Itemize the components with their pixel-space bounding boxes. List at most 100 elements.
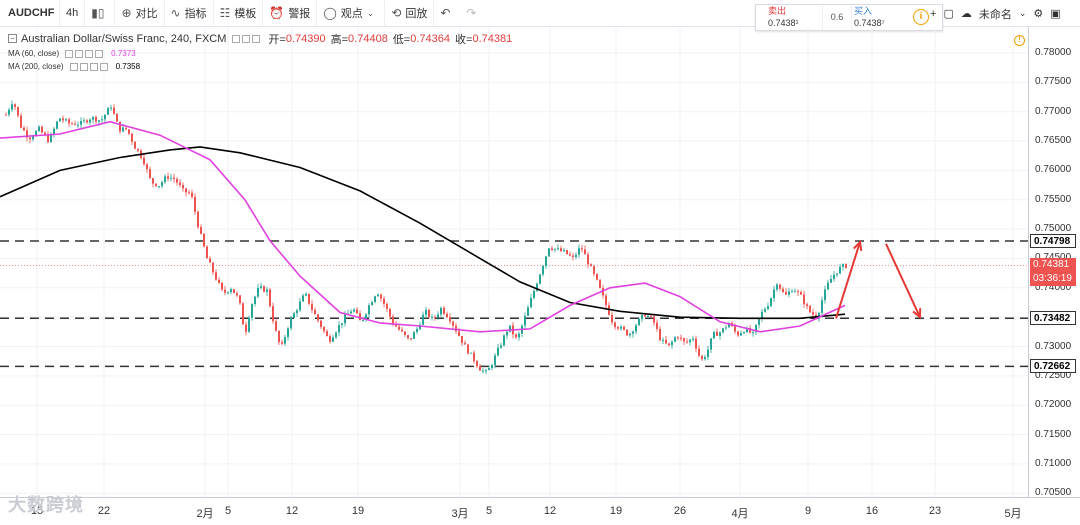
replay-icon: ⟲ — [391, 6, 402, 20]
alert-circle-icon[interactable]: ! — [1014, 35, 1025, 46]
candle-body — [437, 314, 439, 318]
templates-button[interactable]: ☷ 模板 — [214, 0, 264, 27]
layout-name[interactable]: 未命名 — [978, 8, 1012, 21]
candle-body — [215, 272, 217, 280]
buy-button[interactable]: 买入 0.7438⁷ — [852, 5, 912, 30]
candle-body — [524, 315, 526, 326]
ma60-buttons[interactable] — [65, 49, 105, 58]
candle-body — [302, 295, 304, 302]
fullscreen-icon[interactable]: ▢ — [943, 8, 954, 20]
candle-body — [305, 293, 307, 296]
symbol-search[interactable]: AUDCHF — [0, 0, 60, 27]
candle-body — [752, 332, 754, 334]
timeframe-label: 4h — [66, 7, 79, 19]
candle-body — [83, 120, 85, 122]
candle-body — [503, 335, 505, 346]
candle-body — [386, 303, 388, 309]
candle-body — [389, 308, 391, 317]
time-label: 3月 — [451, 508, 469, 520]
candle-body — [392, 316, 394, 325]
collapse-icon[interactable]: − — [8, 34, 17, 43]
cloud-icon[interactable]: ☁ — [960, 8, 972, 20]
candle-body — [155, 183, 157, 187]
price-axis[interactable]: 0.78000 0.77500 0.77000 0.76500 0.76000 0.755… — [1028, 27, 1080, 498]
candle-body — [221, 282, 223, 290]
candles-icon: ▮▯ — [91, 6, 105, 20]
candle-body — [275, 321, 277, 331]
candle-body — [38, 126, 40, 132]
indicators-button[interactable]: ∿ 指标 — [165, 0, 214, 27]
undo-button[interactable]: ↶ — [434, 0, 460, 27]
price-label: 0.77500 — [1035, 76, 1072, 88]
candle-body — [74, 123, 76, 125]
candle-body — [842, 264, 844, 267]
candle-body — [188, 192, 190, 194]
candle-body — [491, 365, 493, 369]
candle-body — [65, 119, 67, 121]
candle-body — [539, 274, 541, 284]
candle-body — [107, 108, 109, 115]
candle-body — [314, 309, 316, 315]
candle-body — [44, 132, 46, 135]
compare-button[interactable]: ⊕ 对比 — [115, 0, 165, 27]
candle-body — [494, 355, 496, 366]
lightbulb-icon: ◯ — [323, 6, 337, 20]
candle-body — [158, 186, 160, 188]
plus-icon[interactable]: + — [930, 7, 937, 20]
candle-body — [197, 211, 199, 228]
candle-body — [548, 248, 550, 257]
ideas-button[interactable]: ◯ 观点 ⌄ — [317, 0, 386, 27]
candle-body — [626, 329, 628, 336]
ma60-row: MA (60, close) 0.7373 — [8, 47, 517, 60]
candle-body — [350, 311, 352, 314]
price-label: 0.73000 — [1035, 340, 1072, 352]
candle-body — [704, 357, 706, 360]
indicators-icon: ∿ — [170, 6, 181, 20]
info-icon[interactable]: i — [913, 9, 929, 25]
candle-body — [17, 107, 19, 116]
legend-title: Australian Dollar/Swiss Franc, 240, FXCM — [21, 32, 227, 45]
open-value: 0.74390 — [285, 32, 326, 45]
candle-body — [794, 291, 796, 293]
time-label: 19 — [609, 505, 623, 517]
candle-body — [344, 314, 346, 324]
camera-icon[interactable]: ▣ — [1050, 8, 1061, 20]
chart-type-button[interactable]: ▮▯ — [85, 0, 116, 27]
time-label: 5月 — [1004, 508, 1022, 520]
candle-body — [254, 296, 256, 305]
candle-body — [770, 298, 772, 307]
arrow-head — [853, 239, 863, 252]
candle-body — [554, 248, 556, 250]
candle-body — [293, 313, 295, 319]
candle-body — [455, 325, 457, 332]
arrow-shaft — [885, 243, 921, 318]
ma200-line — [0, 146, 846, 320]
candle-body — [500, 345, 502, 348]
price-chart[interactable] — [0, 0, 1028, 497]
candle-body — [32, 136, 34, 140]
candle-body — [41, 126, 43, 133]
ma60-line — [0, 120, 846, 333]
time-label: 5 — [485, 505, 493, 517]
redo-button[interactable]: ↷ — [460, 0, 486, 27]
ma200-buttons[interactable] — [69, 62, 110, 71]
time-label: 23 — [928, 505, 942, 517]
gear-icon[interactable]: ⚙ — [1033, 8, 1044, 20]
candle-body — [716, 331, 718, 336]
candle-body — [335, 332, 337, 338]
sell-button[interactable]: 卖出 0.7438¹ — [756, 5, 822, 30]
legend-buttons[interactable] — [232, 34, 262, 43]
timeframe-button[interactable]: 4h — [60, 0, 86, 27]
candle-body — [338, 325, 340, 333]
candle-body — [641, 315, 643, 319]
candle-body — [830, 278, 832, 283]
chevron-down-icon[interactable]: ⌄ — [1018, 8, 1027, 18]
candle-body — [479, 366, 481, 371]
time-axis[interactable]: 15 22 2月 5 12 19 3月 5 12 19 26 4月 9 16 23 5月 — [0, 497, 1080, 525]
candle-body — [473, 352, 475, 362]
candle-body — [749, 327, 751, 333]
replay-button[interactable]: ⟲ 回放 — [385, 0, 435, 27]
candle-body — [413, 332, 415, 339]
level-price-tag: 0.72662 — [1030, 359, 1076, 374]
alert-button[interactable]: ⏰ 警报 — [263, 0, 318, 27]
